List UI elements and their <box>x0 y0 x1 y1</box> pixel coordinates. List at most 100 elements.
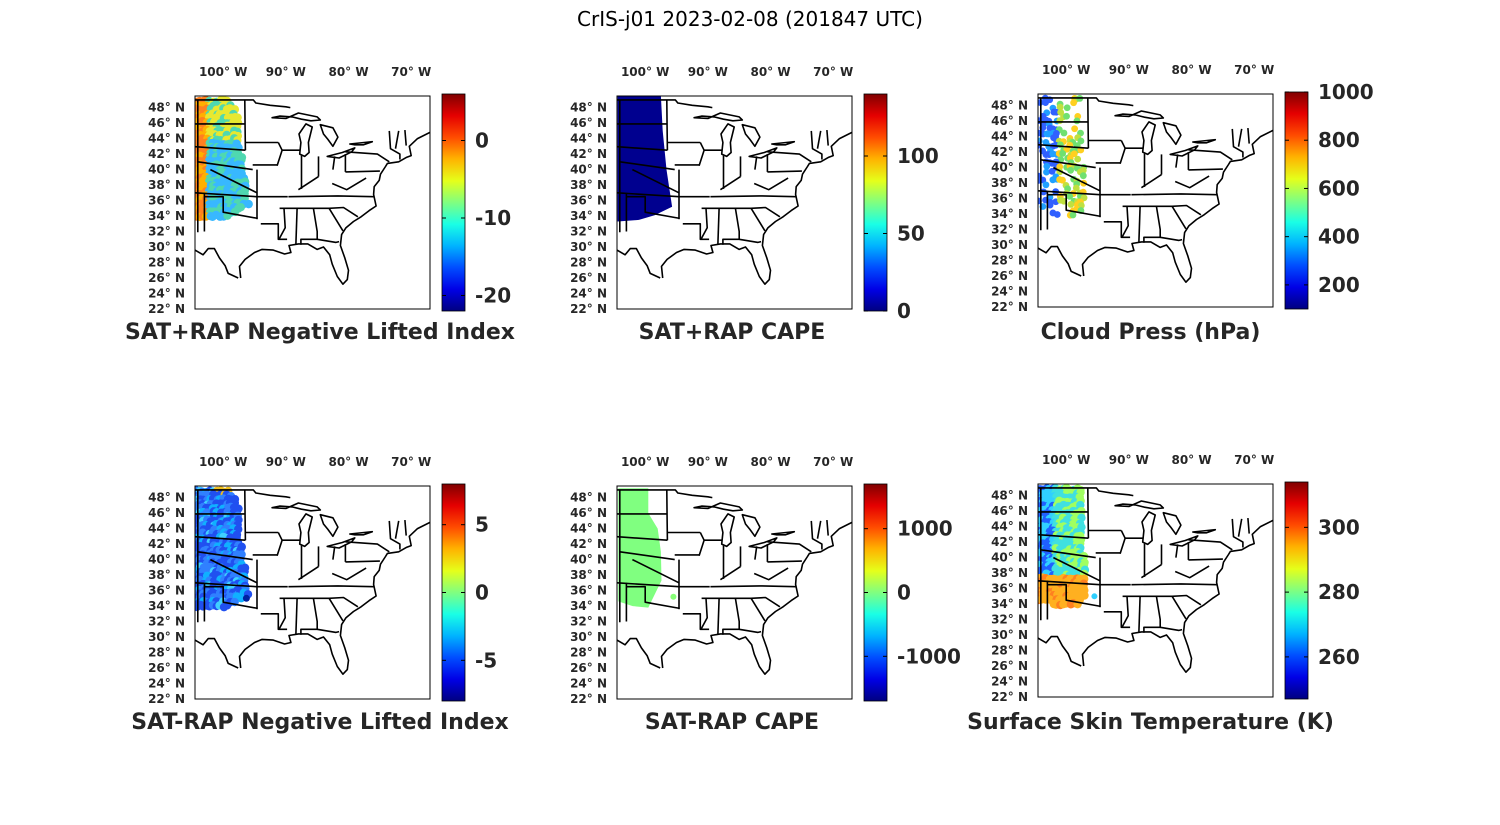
latitude-label: 34° N <box>148 599 185 613</box>
latitude-label: 24° N <box>148 287 185 301</box>
colorbar <box>441 93 466 312</box>
data-field <box>1038 94 1088 219</box>
latitude-label: 28° N <box>991 644 1028 658</box>
latitude-label: 46° N <box>991 504 1028 518</box>
colorbar-tick-label: 50 <box>897 222 925 246</box>
map-frame <box>1037 483 1274 698</box>
longitude-label: 90° W <box>688 455 728 469</box>
colorbar-tick-label: 1000 <box>897 517 953 541</box>
political-boundaries <box>1038 97 1273 283</box>
colorbar-tick-label: 300 <box>1318 515 1360 539</box>
longitude-label: 90° W <box>1109 453 1149 467</box>
latitude-label: 48° N <box>991 99 1028 113</box>
longitude-label: 90° W <box>688 65 728 79</box>
latitude-label: 24° N <box>570 287 607 301</box>
longitude-label: 70° W <box>813 65 853 79</box>
latitude-label: 44° N <box>570 522 607 536</box>
longitude-label: 70° W <box>391 65 431 79</box>
latitude-label: 32° N <box>991 613 1028 627</box>
latitude-label: 40° N <box>148 163 185 177</box>
colorbar-tick-label: 5 <box>475 513 489 537</box>
panel-title: SAT+RAP CAPE <box>638 320 826 345</box>
latitude-label: 46° N <box>570 506 607 520</box>
longitude-label: 100° W <box>1042 453 1090 467</box>
panel-cloud-pressure: 100° W 90° W 80° W 70° W 48° N 46° N 44° N 42° … <box>978 58 1398 358</box>
map-frame <box>616 485 853 700</box>
map-graphic: 100° W 90° W 80° W 70° W 48° N46° N 44° N42° … <box>991 453 1360 704</box>
latitude-label: 40° N <box>991 161 1028 175</box>
colorbar-tick-label: 400 <box>1318 225 1360 249</box>
latitude-label: 34° N <box>570 209 607 223</box>
latitude-label: 42° N <box>148 537 185 551</box>
colorbar-tick-label: 0 <box>897 581 911 605</box>
latitude-label: 26° N <box>570 271 607 285</box>
latitude-label: 34° N <box>570 599 607 613</box>
map-graphic: 100° W 90° W 80° W 70° W 48° N46° N 44° N42° … <box>570 65 939 323</box>
panel-sat-rap-plus-lifted-index: 100° W 90° W 80° W 70° W 48° N 46° N 44° N 42° … <box>125 60 535 360</box>
map-frame <box>194 95 431 310</box>
colorbar-tick-label: 100 <box>897 144 939 168</box>
latitude-label: 42° N <box>570 537 607 551</box>
latitude-label: 32° N <box>148 225 185 239</box>
latitude-label: 36° N <box>570 194 607 208</box>
longitude-label: 80° W <box>328 455 368 469</box>
colorbar <box>1284 481 1309 700</box>
panel-title: Surface Skin Temperature (K) <box>967 710 1334 735</box>
latitude-label: 32° N <box>148 615 185 629</box>
latitude-label: 22° N <box>991 300 1028 314</box>
latitude-label: 42° N <box>991 145 1028 159</box>
latitude-label: 36° N <box>991 192 1028 206</box>
map-frame <box>194 485 431 700</box>
longitude-label: 80° W <box>750 455 790 469</box>
longitude-label: 70° W <box>391 455 431 469</box>
latitude-label: 30° N <box>148 240 185 254</box>
panel-title: SAT-RAP Negative Lifted Index <box>131 710 509 735</box>
panel-title: SAT-RAP CAPE <box>644 710 820 735</box>
colorbar-tick-label: 600 <box>1318 176 1360 200</box>
latitude-label: 36° N <box>991 582 1028 596</box>
latitude-label: 22° N <box>148 692 185 706</box>
political-boundaries <box>617 489 852 675</box>
latitude-label: 26° N <box>991 269 1028 283</box>
latitude-label: 38° N <box>148 568 185 582</box>
latitude-label: 34° N <box>991 597 1028 611</box>
longitude-label: 90° W <box>1109 63 1149 77</box>
colorbar-tick-label: -20 <box>475 284 511 308</box>
longitude-label: 90° W <box>266 65 306 79</box>
latitude-label: 34° N <box>991 207 1028 221</box>
panel-sat-rap-minus-lifted-index: 100° W 90° W 80° W 70° W 48° N 46° N 44° N 42° … <box>131 450 535 750</box>
latitude-label: 34° N <box>148 209 185 223</box>
latitude-label: 44° N <box>148 132 185 146</box>
latitude-label: 48° N <box>148 491 185 505</box>
panel-title: SAT+RAP Negative Lifted Index <box>125 320 515 345</box>
latitude-label: 40° N <box>148 553 185 567</box>
colorbar-tick-label: 200 <box>1318 273 1360 297</box>
latitude-label: 44° N <box>991 130 1028 144</box>
latitude-label: 26° N <box>570 661 607 675</box>
political-boundaries <box>1038 487 1273 673</box>
latitude-label: 38° N <box>148 178 185 192</box>
latitude-label: 30° N <box>991 628 1028 642</box>
latitude-label: 30° N <box>148 630 185 644</box>
political-boundaries <box>195 489 430 675</box>
longitude-label: 70° W <box>1234 63 1274 77</box>
latitude-label: 28° N <box>148 646 185 660</box>
latitude-label: 46° N <box>570 116 607 130</box>
panel-title: Cloud Press (hPa) <box>1040 320 1261 345</box>
figure-title: CrIS-j01 2023-02-08 (201847 UTC) <box>577 7 923 31</box>
latitude-label: 30° N <box>991 238 1028 252</box>
latitude-label: 38° N <box>991 566 1028 580</box>
colorbar-tick-label: 800 <box>1318 128 1360 152</box>
colorbar-tick-label: -10 <box>475 206 511 230</box>
latitude-label: 36° N <box>570 584 607 598</box>
latitude-label: 46° N <box>991 114 1028 128</box>
latitude-label: 38° N <box>570 568 607 582</box>
colorbar-tick-label: 0 <box>475 129 489 153</box>
latitude-label: 24° N <box>570 677 607 691</box>
latitude-label: 22° N <box>148 302 185 316</box>
longitude-label: 80° W <box>328 65 368 79</box>
colorbar-tick-label: -5 <box>475 648 497 672</box>
latitude-label: 42° N <box>570 147 607 161</box>
latitude-label: 40° N <box>570 553 607 567</box>
latitude-label: 38° N <box>991 176 1028 190</box>
